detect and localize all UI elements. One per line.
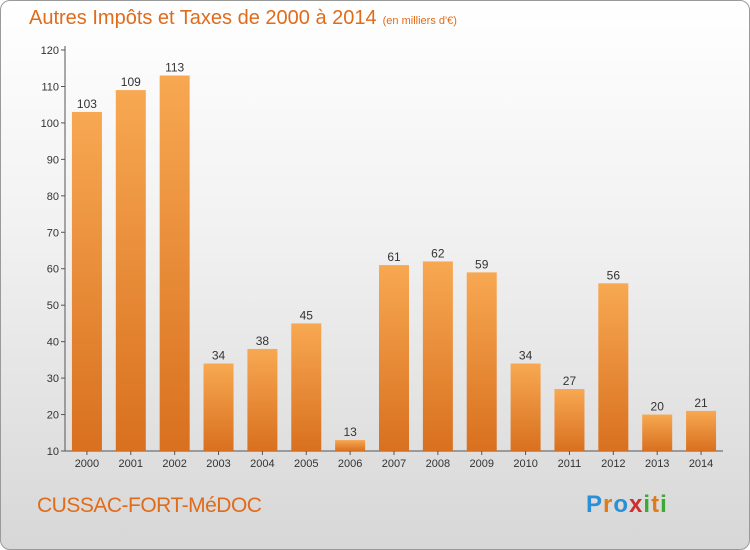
bar xyxy=(159,75,190,451)
bar-value-label: 20 xyxy=(651,400,665,414)
y-tick-label: 60 xyxy=(47,264,59,276)
bar xyxy=(335,440,366,451)
bar-value-label: 38 xyxy=(256,334,270,348)
x-tick-label: 2010 xyxy=(513,458,537,470)
bar-value-label: 21 xyxy=(694,396,708,410)
y-tick-label: 10 xyxy=(47,446,59,458)
brand-letter: i xyxy=(643,491,652,518)
brand-letter: r xyxy=(603,491,614,518)
commune-name: CUSSAC-FORT-MéDOC xyxy=(37,494,262,517)
bar-value-label: 103 xyxy=(77,97,97,111)
bar xyxy=(466,272,497,451)
x-tick-label: 2012 xyxy=(601,458,625,470)
x-tick-label: 2002 xyxy=(162,458,186,470)
bar xyxy=(247,348,278,451)
chart-unit: (en milliers d'€) xyxy=(382,15,457,27)
brand-letter: P xyxy=(586,491,604,518)
x-tick-label: 2000 xyxy=(75,458,99,470)
y-tick-label: 20 xyxy=(47,410,59,422)
chart-title-text: Autres Impôts et Taxes de 2000 à 2014 xyxy=(29,7,377,29)
bar-value-label: 109 xyxy=(121,75,141,89)
x-tick-label: 2005 xyxy=(294,458,318,470)
y-tick-label: 50 xyxy=(47,300,59,312)
x-tick-label: 2009 xyxy=(469,458,493,470)
bar-value-label: 34 xyxy=(212,349,226,363)
brand-letter: i xyxy=(660,491,668,518)
x-tick-label: 2004 xyxy=(250,458,274,470)
y-tick-label: 40 xyxy=(47,337,59,349)
bar xyxy=(598,283,629,451)
bar xyxy=(422,261,453,451)
bar-value-label: 59 xyxy=(475,257,489,271)
x-tick-label: 2006 xyxy=(338,458,362,470)
bar xyxy=(115,90,146,451)
bar xyxy=(291,323,322,451)
bar xyxy=(71,111,102,452)
chart-title: Autres Impôts et Taxes de 2000 à 2014 (en… xyxy=(29,7,457,30)
bar-value-label: 27 xyxy=(563,374,577,388)
x-tick-label: 2014 xyxy=(689,458,713,470)
bar-value-label: 113 xyxy=(165,61,184,75)
bar xyxy=(379,265,409,451)
y-tick-label: 100 xyxy=(41,118,59,130)
bar-value-label: 45 xyxy=(300,308,314,322)
x-tick-label: 2013 xyxy=(645,458,669,470)
bar-value-label: 61 xyxy=(387,250,401,264)
bar xyxy=(686,410,717,451)
brand-logo: Proxiti xyxy=(586,491,668,519)
x-tick-label: 2007 xyxy=(382,458,406,470)
bar-value-label: 34 xyxy=(519,349,533,363)
x-tick-label: 2003 xyxy=(206,458,230,470)
y-tick-label: 70 xyxy=(47,227,59,239)
brand-letter: o xyxy=(613,491,630,518)
y-tick-label: 90 xyxy=(47,154,59,166)
x-tick-label: 2008 xyxy=(426,458,450,470)
x-tick-label: 2001 xyxy=(119,458,143,470)
bar-value-label: 13 xyxy=(343,425,357,439)
bar-value-label: 62 xyxy=(431,246,445,260)
bar xyxy=(642,414,673,451)
bar xyxy=(554,389,585,451)
y-tick-label: 80 xyxy=(47,191,59,203)
y-tick-label: 30 xyxy=(47,373,59,385)
y-tick-label: 110 xyxy=(41,81,59,93)
x-tick-label: 2011 xyxy=(558,458,582,470)
brand-letter: x xyxy=(629,491,644,518)
bar xyxy=(510,363,541,451)
bar-value-label: 56 xyxy=(607,268,621,282)
y-tick-label: 120 xyxy=(41,45,59,57)
bar xyxy=(203,363,234,451)
brand-letter: t xyxy=(651,491,661,518)
